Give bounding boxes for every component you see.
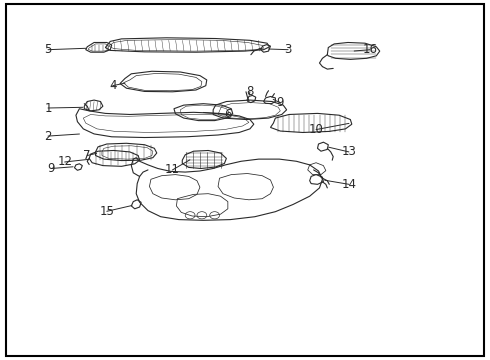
Text: 5: 5 (44, 43, 52, 56)
Text: 9: 9 (276, 96, 284, 109)
Text: 11: 11 (165, 163, 180, 176)
Text: 16: 16 (363, 43, 377, 56)
Text: 6: 6 (224, 108, 232, 121)
Text: 13: 13 (342, 145, 356, 158)
Text: 4: 4 (109, 79, 117, 92)
Text: 10: 10 (309, 123, 323, 136)
Text: 2: 2 (44, 130, 52, 143)
Text: 15: 15 (99, 205, 114, 218)
Text: 7: 7 (83, 149, 91, 162)
Text: 9: 9 (48, 162, 55, 175)
Text: 14: 14 (342, 178, 356, 191)
Text: 12: 12 (57, 156, 72, 168)
Text: 8: 8 (246, 85, 254, 98)
Text: 3: 3 (284, 43, 292, 56)
Text: 1: 1 (44, 102, 52, 114)
